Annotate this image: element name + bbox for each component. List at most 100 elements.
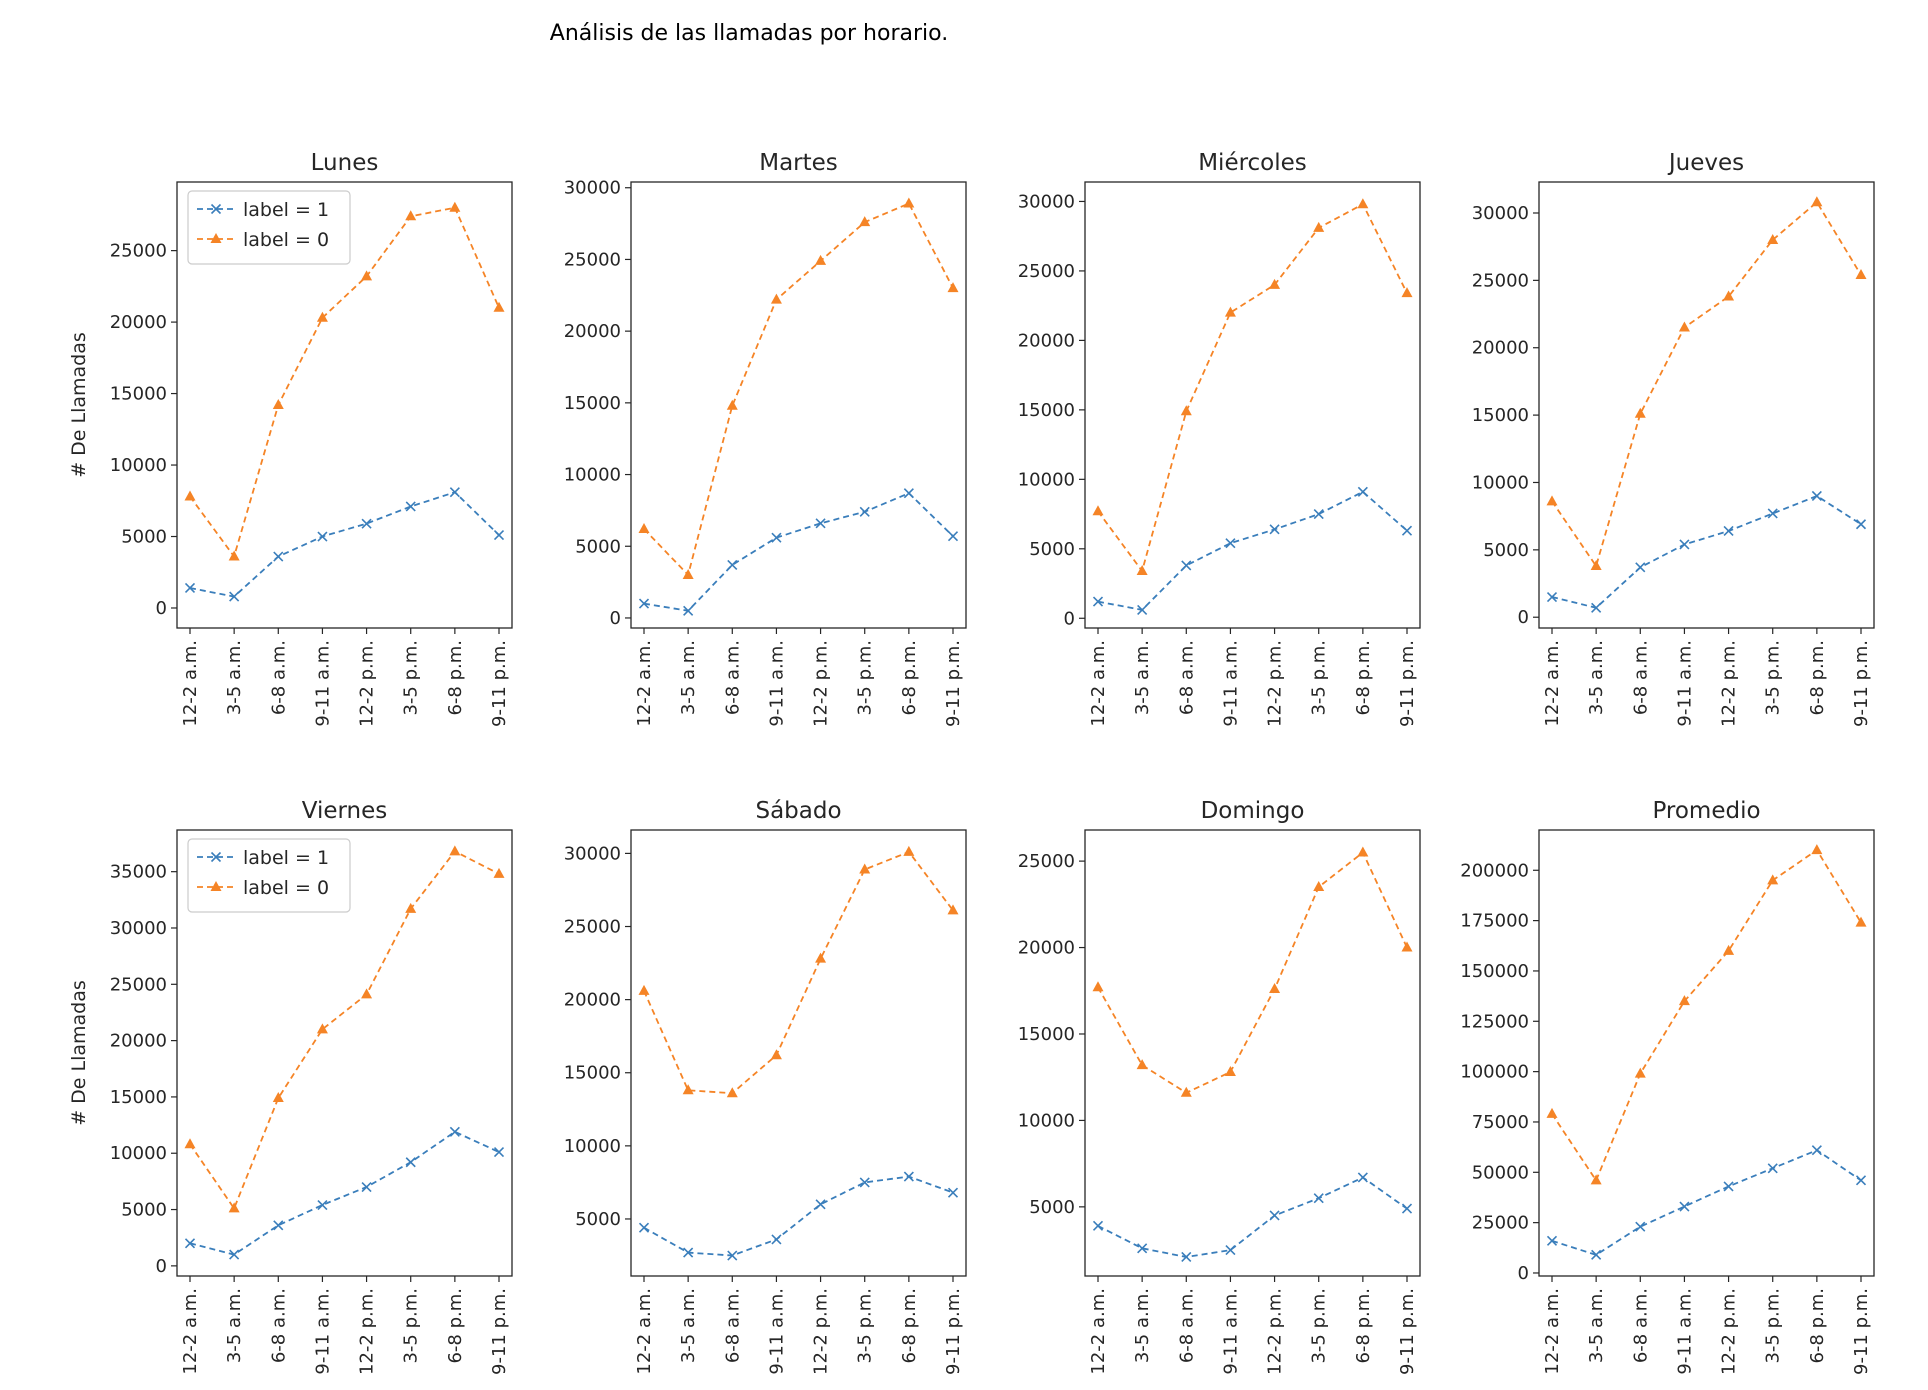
data-point-label-1 — [1357, 1172, 1368, 1183]
data-point-label-0 — [1634, 1067, 1646, 1078]
x-tick-label: 9-11 a.m. — [312, 1288, 333, 1375]
data-point-label-1 — [771, 1234, 782, 1245]
y-tick-label: 5000 — [1029, 1197, 1075, 1218]
data-point-label-0 — [1678, 321, 1690, 332]
data-point-label-0 — [1269, 983, 1281, 994]
data-point-label-1 — [727, 559, 738, 570]
data-point-label-1 — [1313, 1193, 1324, 1204]
data-point-label-0 — [1767, 874, 1779, 885]
y-tick-label: 20000 — [1018, 330, 1075, 351]
y-tick-label: 25000 — [1472, 270, 1529, 291]
data-point-label-1 — [1401, 1203, 1413, 1214]
data-point-label-0 — [947, 904, 959, 915]
x-tick-label: 3-5 p.m. — [1763, 640, 1784, 716]
x-tick-label: 3-5 a.m. — [678, 1288, 699, 1363]
legend-marker-triangle — [210, 881, 222, 891]
y-tick-label: 20000 — [110, 312, 167, 333]
y-axis-label: # De Llamadas — [68, 332, 90, 478]
x-tick-label: 3-5 a.m. — [1132, 1288, 1153, 1363]
data-point-label-0 — [1767, 233, 1779, 244]
subplot-lunes: Lunes 0 5000 10000 15000 20000 25000 12-2 a.m. 3… — [68, 150, 513, 727]
series-line-label-0 — [1097, 851, 1408, 1094]
x-tick-label: 3-5 a.m. — [224, 640, 245, 715]
y-tick-label: 5000 — [1029, 539, 1075, 560]
y-tick-label: 30000 — [1018, 191, 1075, 212]
data-point-label-0 — [815, 254, 827, 265]
data-point-label-1 — [1092, 596, 1104, 607]
data-point-label-1 — [229, 1249, 240, 1260]
data-point-label-1 — [1767, 1163, 1778, 1174]
x-tick-label: 3-5 a.m. — [678, 640, 699, 715]
series-line-label-1 — [643, 492, 954, 612]
x-tick-label: 6-8 p.m. — [899, 640, 920, 716]
y-tick-label: 25000 — [110, 241, 167, 262]
data-point-label-0 — [726, 1087, 738, 1098]
x-tick-label: 12-2 p.m. — [811, 1288, 832, 1375]
data-point-label-0 — [770, 1049, 782, 1060]
x-tick-label: 12-2 a.m. — [1088, 1288, 1109, 1375]
data-point-label-1 — [184, 582, 196, 594]
data-point-label-1 — [1137, 1243, 1148, 1254]
y-tick-label: 0 — [1064, 608, 1075, 629]
data-point-label-1 — [405, 1157, 416, 1168]
x-tick-label: 12-2 a.m. — [1542, 1288, 1563, 1375]
x-tick-label: 6-8 a.m. — [722, 1288, 743, 1363]
data-point-label-0 — [1313, 881, 1325, 892]
series-line-label-1 — [643, 1175, 954, 1257]
y-tick-label: 25000 — [1018, 851, 1075, 872]
y-tick-label: 30000 — [1472, 203, 1529, 224]
y-tick-label: 10000 — [110, 1143, 167, 1164]
data-point-label-1 — [683, 1247, 694, 1258]
legend: label = 1 label = 0 — [187, 190, 351, 265]
data-point-label-0 — [1590, 1174, 1602, 1185]
x-tick-label: 9-11 a.m. — [1674, 640, 1695, 727]
y-tick-label: 10000 — [564, 465, 621, 486]
data-point-label-1 — [1225, 538, 1236, 549]
data-point-label-0 — [228, 1202, 240, 1213]
data-point-label-1 — [449, 1126, 460, 1137]
x-tick-label: 6-8 a.m. — [1176, 1288, 1197, 1363]
data-point-label-0 — [405, 902, 417, 913]
x-tick-label: 12-2 p.m. — [811, 640, 832, 727]
x-tick-label: 12-2 p.m. — [1719, 640, 1740, 727]
data-point-label-1 — [405, 501, 416, 512]
y-tick-label: 5000 — [1483, 540, 1529, 561]
data-point-label-0 — [184, 490, 196, 501]
data-point-label-1 — [1723, 1181, 1734, 1192]
y-axis-label: # De Llamadas — [68, 980, 90, 1126]
legend-marker-triangle — [210, 233, 222, 243]
data-point-label-1 — [1357, 486, 1368, 497]
data-point-label-0 — [638, 523, 650, 534]
data-point-label-0 — [1357, 846, 1369, 857]
series-line-label-1 — [1097, 1176, 1408, 1258]
x-tick-label: 6-8 p.m. — [899, 1288, 920, 1364]
y-tick-label: 5000 — [121, 527, 167, 548]
y-tick-label: 10000 — [1472, 472, 1529, 493]
data-point-label-0 — [726, 399, 738, 410]
data-point-label-1 — [317, 531, 328, 542]
data-point-label-1 — [1723, 525, 1734, 537]
data-point-label-1 — [1811, 490, 1822, 502]
subplot-title: Promedio — [1652, 798, 1760, 824]
x-tick-label: 6-8 p.m. — [1353, 640, 1374, 716]
data-point-label-1 — [815, 1199, 826, 1210]
x-tick-label: 3-5 p.m. — [855, 1288, 876, 1364]
y-tick-label: 30000 — [564, 178, 621, 199]
plot-frame — [1538, 181, 1875, 629]
y-tick-label: 0 — [610, 608, 621, 629]
data-point-label-0 — [1634, 407, 1646, 418]
data-point-label-1 — [1181, 560, 1192, 571]
x-tick-label: 12-2 p.m. — [1265, 1288, 1286, 1375]
x-tick-label: 6-8 p.m. — [1807, 640, 1828, 716]
y-tick-label: 10000 — [564, 1136, 621, 1157]
data-point-label-0 — [1811, 196, 1823, 207]
data-point-label-0 — [1313, 221, 1325, 232]
legend: label = 1 label = 0 — [187, 838, 351, 913]
series-line-label-0 — [189, 850, 500, 1211]
data-point-label-0 — [1401, 287, 1413, 298]
data-point-label-1 — [947, 531, 959, 542]
y-tick-label: 20000 — [564, 321, 621, 342]
data-point-label-0 — [1590, 560, 1602, 571]
x-tick-label: 3-5 a.m. — [1132, 640, 1153, 715]
